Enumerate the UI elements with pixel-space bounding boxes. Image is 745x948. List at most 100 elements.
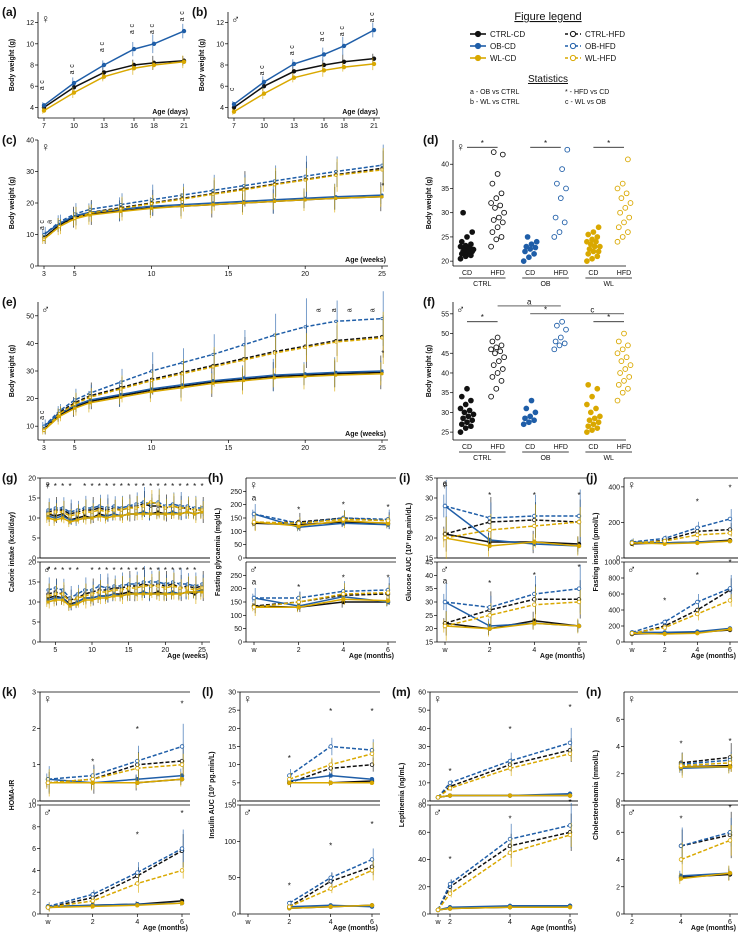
y-tick-label: 50	[234, 542, 242, 549]
stat-annotation: c	[99, 42, 106, 46]
x-tick-label: w	[441, 647, 448, 654]
scatter-point	[594, 425, 601, 432]
scatter-point	[527, 413, 534, 420]
scatter-point	[498, 342, 505, 349]
data-point	[179, 846, 185, 851]
y-tick-label: 50	[26, 313, 34, 320]
scatter-point	[621, 330, 627, 337]
data-point	[532, 602, 537, 607]
data-point	[487, 527, 492, 533]
scatter-point	[556, 342, 563, 349]
series-line	[233, 63, 375, 113]
sig-label: *	[342, 500, 345, 509]
scatter-point	[589, 255, 595, 262]
y-tick-label: 150	[224, 803, 236, 810]
sig-star: *	[90, 566, 93, 575]
scatter-point	[468, 423, 474, 430]
cohort-label: CTRL	[473, 455, 491, 462]
scatter-point	[621, 219, 627, 226]
scatter-point	[617, 209, 623, 216]
group-label: HFD	[490, 444, 504, 451]
scatter-point	[520, 258, 527, 265]
data-point	[119, 387, 123, 391]
scatter-point	[586, 246, 593, 252]
y-tick-label: 0	[422, 912, 426, 919]
data-point	[242, 379, 246, 383]
data-point	[88, 395, 92, 399]
sig-star: *	[156, 482, 159, 491]
scatter-point	[460, 209, 466, 216]
subpanel-bottom: 0 200 400 600 800 1000 w 2 4 6 * * * ♂	[604, 558, 738, 654]
subpanel-top: 0 50 100 150 200 250 a * * * ♀	[230, 477, 396, 563]
x-tick-label: 5	[73, 271, 77, 278]
y-tick-label: 30	[425, 600, 433, 607]
y-tick-label: 35	[441, 390, 449, 397]
series-line	[437, 906, 570, 911]
male-symbol: ♂	[41, 302, 50, 316]
y-tick-label: 200	[230, 502, 242, 509]
legend-swatch-marker	[474, 30, 482, 38]
y-tick-label: 2	[616, 771, 620, 778]
stat-annotation: a	[39, 226, 46, 230]
y-tick-label: 2	[616, 884, 620, 891]
scatter-point	[563, 185, 569, 192]
stat-annotation: c	[39, 80, 46, 84]
data-point	[629, 631, 635, 636]
data-point	[42, 428, 46, 432]
male-symbol: ♂	[456, 302, 465, 316]
data-point	[90, 777, 95, 782]
series-line	[680, 831, 731, 847]
data-point	[487, 613, 492, 618]
x-tick-label: 2	[630, 919, 634, 926]
series-line	[47, 763, 183, 784]
scatter-point	[589, 236, 595, 243]
chart-panel-i: 15 20 25 30 35 a * * * ♀ 15 20 25 30 35 40 45 w 2 4 6 a * * * ♂ Ag…	[399, 471, 587, 660]
y-tick-label: 4	[616, 744, 620, 751]
scatter-point	[564, 146, 571, 153]
data-point	[695, 525, 700, 530]
data-point	[141, 584, 145, 588]
subpanel-bottom: 15 20 25 30 35 40 45 w 2 4 6 a * * * ♂	[425, 560, 587, 654]
sig-label: *	[696, 571, 699, 580]
scatter-point	[493, 195, 500, 202]
sig-label: *	[136, 831, 139, 840]
scatter-point	[494, 224, 501, 231]
sig-label: *	[481, 313, 484, 322]
data-point	[567, 793, 573, 798]
scatter-point	[585, 231, 592, 238]
scatter-point	[585, 423, 592, 430]
scatter-point	[489, 180, 496, 187]
scatter-point	[457, 243, 464, 250]
sig-label: *	[297, 506, 300, 515]
x-tick-label: 2	[663, 647, 667, 654]
y-tick-label: 150	[230, 600, 242, 607]
chart-panel-d: 20 25 30 35 40 CD HFD CD HFD CD HFD CTRL OB WL * * * ♀ (d)…	[423, 133, 634, 288]
scatter-point	[625, 385, 631, 392]
scatter-point	[561, 340, 568, 347]
series-line	[631, 518, 731, 543]
sig-label: *	[136, 725, 139, 734]
sig-star: *	[149, 482, 152, 491]
sig-star: *	[54, 482, 57, 491]
cohort-label: WL	[603, 455, 614, 462]
data-point	[101, 62, 107, 68]
series-line	[444, 601, 580, 627]
data-point	[727, 838, 733, 843]
scatter-point	[523, 243, 530, 250]
data-point	[90, 592, 94, 596]
data-point	[328, 780, 333, 786]
data-point	[71, 90, 77, 95]
series-line	[47, 847, 183, 908]
data-point	[303, 345, 307, 350]
series-line	[444, 521, 580, 539]
data-point	[328, 875, 333, 880]
data-point	[695, 540, 700, 546]
scatter-point	[458, 421, 465, 428]
y-tick-label: 20	[425, 536, 433, 543]
data-point	[576, 599, 582, 605]
subpanel-top: 0 1 2 3 * * * ♀	[32, 690, 190, 806]
data-point	[447, 906, 453, 911]
stats-item: c - WL vs OB	[565, 99, 606, 106]
y-tick-label: 20	[418, 762, 426, 769]
scatter-point	[589, 427, 595, 433]
